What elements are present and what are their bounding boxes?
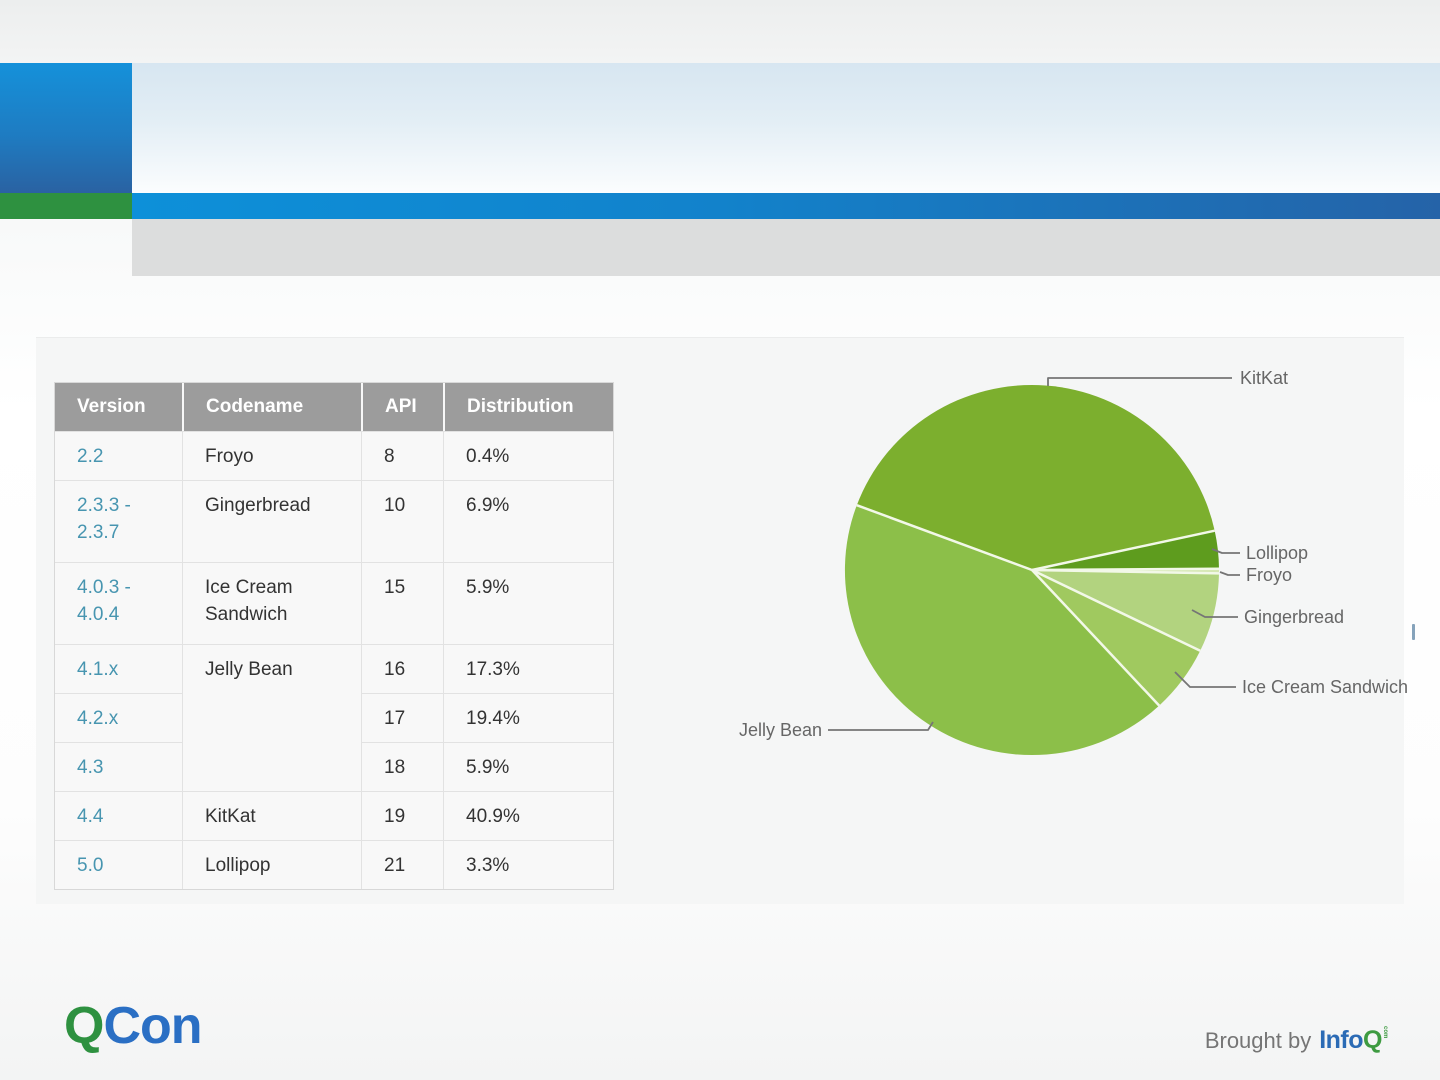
table-header-row: Version Codename API Distribution bbox=[55, 383, 613, 431]
infoq-logo-suffix: com bbox=[1382, 1026, 1388, 1039]
api-cell: 16 bbox=[361, 644, 443, 693]
header-blue-bar bbox=[132, 193, 1440, 219]
version-cell: 4.3 bbox=[55, 742, 182, 791]
qcon-logo-con: Con bbox=[103, 997, 202, 1055]
version-cell: 4.0.3 - 4.0.4 bbox=[55, 562, 182, 644]
api-cell: 18 bbox=[361, 742, 443, 791]
api-cell: 21 bbox=[361, 840, 443, 889]
table-row: 2.3.3 - 2.3.7 Gingerbread 10 6.9% bbox=[55, 480, 613, 562]
distribution-cell: 0.4% bbox=[443, 431, 613, 480]
brought-by-label: Brought by bbox=[1204, 1028, 1312, 1053]
api-cell: 15 bbox=[361, 562, 443, 644]
codename-cell: KitKat bbox=[182, 791, 361, 840]
infoq-logo-q: Q bbox=[1363, 1026, 1382, 1054]
table-row: 4.3 18 5.9% bbox=[55, 742, 613, 791]
col-header-api: API bbox=[361, 383, 443, 431]
api-cell: 10 bbox=[361, 480, 443, 562]
brought-by: Brought by InfoQcom bbox=[1205, 1026, 1388, 1055]
pie-slice-jelly-bean bbox=[844, 505, 1160, 756]
pie-leader-line bbox=[1191, 609, 1238, 618]
header-top-strip bbox=[0, 0, 1440, 63]
pie-slice-separator bbox=[856, 504, 1033, 572]
table-row: 4.1.x Jelly Bean 16 17.3% bbox=[55, 644, 613, 791]
pie-label-lollipop: Lollipop bbox=[1246, 543, 1308, 563]
header-pale-blue-band bbox=[132, 63, 1440, 193]
codename-cell: Jelly Bean bbox=[182, 644, 361, 791]
pie-slice-separator bbox=[1031, 529, 1215, 572]
table-row: 2.2 Froyo 8 0.4% bbox=[55, 431, 613, 480]
pie-slice-kitkat bbox=[856, 384, 1215, 570]
version-cell: 5.0 bbox=[55, 840, 182, 889]
pie-chart: KitKat Lollipop Froyo Gingerbread Ice Cream … bbox=[700, 355, 1440, 795]
pie-slice-separator bbox=[1031, 568, 1220, 575]
infoq-logo-info: Info bbox=[1319, 1026, 1364, 1054]
distribution-cell: 17.3% bbox=[443, 644, 613, 693]
infoq-logo: InfoQcom bbox=[1319, 1026, 1388, 1055]
distribution-cell: 5.9% bbox=[443, 742, 613, 791]
table-row: 4.2.x 17 19.4% bbox=[55, 693, 613, 742]
pie-slice-gingerbread bbox=[1032, 570, 1219, 651]
version-cell: 4.4 bbox=[55, 791, 182, 840]
pie-slice-separator bbox=[1031, 569, 1161, 707]
pie-label-gingerbread: Gingerbread bbox=[1244, 607, 1344, 627]
codename-cell: Froyo bbox=[182, 431, 361, 480]
col-header-distribution: Distribution bbox=[443, 383, 613, 431]
version-cell: 4.1.x bbox=[55, 644, 182, 693]
codename-cell: Gingerbread bbox=[182, 480, 361, 562]
version-cell: 2.2 bbox=[55, 431, 182, 480]
distribution-cell: 5.9% bbox=[443, 562, 613, 644]
pie-leader-line bbox=[828, 721, 934, 731]
version-cell: 2.3.3 - 2.3.7 bbox=[55, 480, 182, 562]
distribution-cell: 40.9% bbox=[443, 791, 613, 840]
codename-cell: Ice Cream Sandwich bbox=[182, 562, 361, 644]
distribution-cell: 6.9% bbox=[443, 480, 613, 562]
pie-label-froyo: Froyo bbox=[1246, 565, 1292, 585]
pie-leader-line bbox=[1174, 671, 1236, 688]
codename-cell: Lollipop bbox=[182, 840, 361, 889]
pie-label-ice-cream-sandwich: Ice Cream Sandwich bbox=[1242, 677, 1408, 697]
version-cell: 4.2.x bbox=[55, 693, 182, 742]
col-header-codename: Codename bbox=[182, 383, 361, 431]
api-cell: 17 bbox=[361, 693, 443, 742]
blue-tick-artifact bbox=[1412, 624, 1415, 640]
qcon-logo-q: Q bbox=[64, 997, 104, 1055]
pie-label-jelly-bean: Jelly Bean bbox=[739, 720, 822, 740]
distribution-cell: 3.3% bbox=[443, 840, 613, 889]
table-row: 4.4 KitKat 19 40.9% bbox=[55, 791, 613, 840]
pie-slice-separator bbox=[1031, 568, 1201, 652]
api-cell: 19 bbox=[361, 791, 443, 840]
distribution-cell: 19.4% bbox=[443, 693, 613, 742]
pie-slice-ice-cream-sandwich bbox=[1032, 570, 1201, 706]
qcon-logo: QCon bbox=[64, 997, 203, 1055]
header-blue-square bbox=[0, 63, 132, 193]
table-row: 4.0.3 - 4.0.4 Ice Cream Sandwich 15 5.9% bbox=[55, 562, 613, 644]
pie-leader-line bbox=[1219, 571, 1240, 576]
api-cell: 8 bbox=[361, 431, 443, 480]
pie-label-kitkat: KitKat bbox=[1240, 368, 1288, 388]
android-version-table: Version Codename API Distribution 2.2 Fr… bbox=[54, 382, 614, 890]
table-row: 5.0 Lollipop 21 3.3% bbox=[55, 840, 613, 889]
col-header-version: Version bbox=[55, 383, 182, 431]
header-green-accent bbox=[0, 193, 132, 219]
pie-leader-line bbox=[1211, 548, 1240, 554]
header-gray-band bbox=[132, 219, 1440, 276]
pie-leader-line bbox=[1047, 377, 1232, 386]
